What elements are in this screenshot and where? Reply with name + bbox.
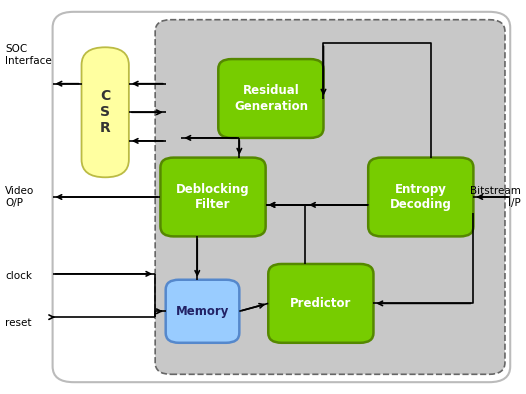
Text: Entropy
Decoding: Entropy Decoding	[390, 183, 452, 211]
Text: Residual
Generation: Residual Generation	[234, 84, 308, 113]
Text: SOC
Interface: SOC Interface	[5, 45, 52, 66]
FancyBboxPatch shape	[82, 47, 129, 177]
FancyBboxPatch shape	[155, 20, 505, 374]
FancyBboxPatch shape	[368, 158, 473, 236]
Text: Memory: Memory	[176, 305, 229, 318]
FancyBboxPatch shape	[268, 264, 373, 343]
Text: reset: reset	[5, 318, 32, 328]
Text: C
S
R: C S R	[100, 89, 110, 136]
Text: clock: clock	[5, 271, 32, 281]
Text: Predictor: Predictor	[290, 297, 351, 310]
FancyBboxPatch shape	[53, 12, 510, 382]
FancyBboxPatch shape	[218, 59, 323, 138]
FancyBboxPatch shape	[166, 280, 239, 343]
Text: Video
O/P: Video O/P	[5, 186, 35, 208]
FancyBboxPatch shape	[160, 158, 266, 236]
Text: Deblocking
Filter: Deblocking Filter	[176, 183, 250, 211]
Text: Bitstream
I/P: Bitstream I/P	[470, 186, 521, 208]
